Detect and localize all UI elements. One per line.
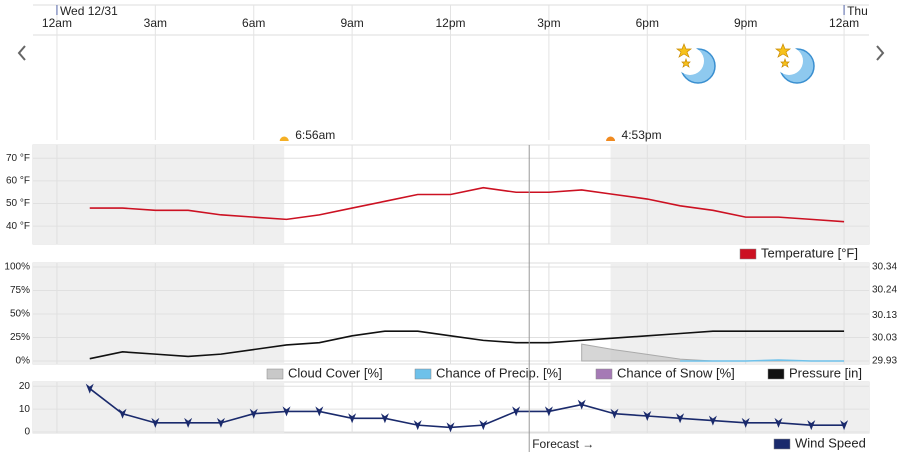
- wind-marker: [577, 399, 586, 410]
- y2-tick-label: 30.34: [872, 262, 897, 273]
- legend-label: Cloud Cover [%]: [288, 365, 383, 380]
- wind-marker: [741, 417, 750, 428]
- y-tick-label: 70 °F: [6, 153, 30, 164]
- y-tick-label: 50%: [10, 309, 30, 320]
- x-tick-label: 12am: [42, 16, 72, 30]
- legend-label: Wind Speed: [795, 435, 866, 450]
- forecast-label: Forecast →: [532, 437, 594, 451]
- wind-marker: [544, 406, 553, 417]
- day-label: Wed 12/31: [60, 4, 118, 18]
- y-tick-label: 0%: [16, 356, 31, 367]
- moon-icon: [675, 43, 716, 84]
- y-tick-label: 0: [24, 427, 30, 438]
- wind-marker: [676, 413, 685, 424]
- wind-marker: [512, 406, 521, 417]
- wind-marker: [479, 420, 488, 431]
- y2-tick-label: 30.13: [872, 310, 897, 321]
- sunrise-icon: [279, 136, 289, 141]
- x-tick-label: 12pm: [435, 16, 465, 30]
- y-tick-label: 75%: [10, 285, 30, 296]
- legend-label: Chance of Snow [%]: [617, 365, 735, 380]
- wind-marker: [840, 420, 849, 431]
- x-tick-label: 6am: [242, 16, 265, 30]
- wind-marker: [282, 406, 291, 417]
- line: [89, 186, 845, 223]
- line: [89, 387, 845, 429]
- wind-marker: [643, 411, 652, 421]
- x-tick-label: 6pm: [636, 16, 659, 30]
- legend-swatch: [739, 248, 757, 260]
- wind-marker: [380, 413, 389, 424]
- moon-icon: [774, 43, 815, 84]
- y-tick-label: 20: [19, 381, 31, 392]
- y-tick-label: 60 °F: [6, 176, 30, 187]
- y-tick-label: 10: [19, 404, 31, 415]
- y-tick-label: 25%: [10, 332, 30, 343]
- legend-label: Temperature [°F]: [761, 245, 858, 260]
- y2-tick-label: 30.24: [872, 285, 897, 296]
- y-tick-label: 50 °F: [6, 198, 30, 209]
- legend-label: Pressure [in]: [789, 365, 862, 380]
- wind-marker: [446, 422, 455, 433]
- wind-marker: [348, 413, 357, 424]
- wind-marker: [85, 383, 94, 394]
- legend-swatch: [414, 368, 432, 380]
- day-label: Thu: [847, 4, 868, 18]
- wind-marker: [610, 408, 619, 419]
- line: [680, 359, 845, 362]
- legend-swatch: [773, 438, 791, 450]
- sunset-label: 4:53pm: [622, 128, 662, 142]
- wind-marker: [118, 408, 127, 419]
- wind-marker: [216, 417, 225, 428]
- legend-swatch: [767, 368, 785, 380]
- y-tick-label: 40 °F: [6, 221, 30, 232]
- night-shade: [610, 145, 869, 244]
- sunrise-label: 6:56am: [295, 128, 335, 142]
- wind-marker: [184, 417, 193, 428]
- night-shade: [33, 145, 285, 244]
- wind-marker: [315, 406, 324, 417]
- x-tick-label: 3am: [144, 16, 167, 30]
- y-tick-label: 100%: [4, 262, 30, 273]
- next-arrow[interactable]: [876, 45, 885, 61]
- legend-swatch: [595, 368, 613, 380]
- wind-marker: [807, 420, 816, 431]
- x-tick-label: 12am: [829, 16, 859, 30]
- wind-marker: [151, 417, 160, 428]
- y2-tick-label: 30.03: [872, 333, 897, 344]
- wind-marker: [249, 408, 258, 419]
- wind-marker: [413, 420, 422, 431]
- prev-arrow[interactable]: [17, 45, 26, 61]
- x-tick-label: 9pm: [734, 16, 757, 30]
- legend-label: Chance of Precip. [%]: [436, 365, 562, 380]
- wind-marker: [774, 417, 783, 428]
- x-tick-label: 3pm: [537, 16, 560, 30]
- sunset-icon: [606, 136, 616, 141]
- wind-marker: [708, 415, 717, 426]
- x-tick-label: 9am: [340, 16, 363, 30]
- night-shade: [33, 382, 285, 433]
- y2-tick-label: 29.93: [872, 356, 897, 367]
- legend-swatch: [266, 368, 284, 380]
- line: [89, 330, 845, 360]
